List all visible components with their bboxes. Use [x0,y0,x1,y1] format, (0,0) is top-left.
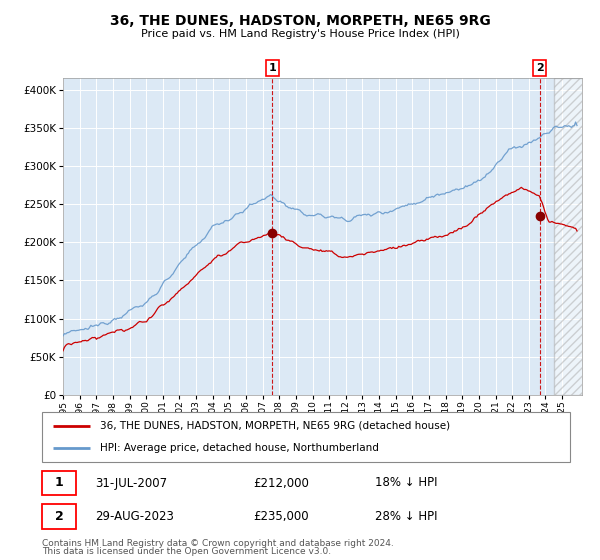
Text: 29-AUG-2023: 29-AUG-2023 [95,510,173,523]
Text: 1: 1 [55,477,64,489]
Bar [42,470,76,496]
Text: 2: 2 [55,510,64,523]
Text: 31-JUL-2007: 31-JUL-2007 [95,477,167,489]
Text: 18% ↓ HPI: 18% ↓ HPI [374,477,437,489]
Text: 28% ↓ HPI: 28% ↓ HPI [374,510,437,523]
Text: Contains HM Land Registry data © Crown copyright and database right 2024.: Contains HM Land Registry data © Crown c… [42,539,394,548]
Text: 1: 1 [268,63,276,73]
Text: This data is licensed under the Open Government Licence v3.0.: This data is licensed under the Open Gov… [42,547,331,556]
Text: 36, THE DUNES, HADSTON, MORPETH, NE65 9RG: 36, THE DUNES, HADSTON, MORPETH, NE65 9R… [110,14,490,28]
Text: Price paid vs. HM Land Registry's House Price Index (HPI): Price paid vs. HM Land Registry's House … [140,29,460,39]
Bar [42,505,76,529]
Text: 36, THE DUNES, HADSTON, MORPETH, NE65 9RG (detached house): 36, THE DUNES, HADSTON, MORPETH, NE65 9R… [100,421,450,431]
Text: £212,000: £212,000 [253,477,309,489]
Text: 2: 2 [536,63,544,73]
Text: HPI: Average price, detached house, Northumberland: HPI: Average price, detached house, Nort… [100,443,379,453]
Text: £235,000: £235,000 [253,510,309,523]
Bar [554,78,587,395]
